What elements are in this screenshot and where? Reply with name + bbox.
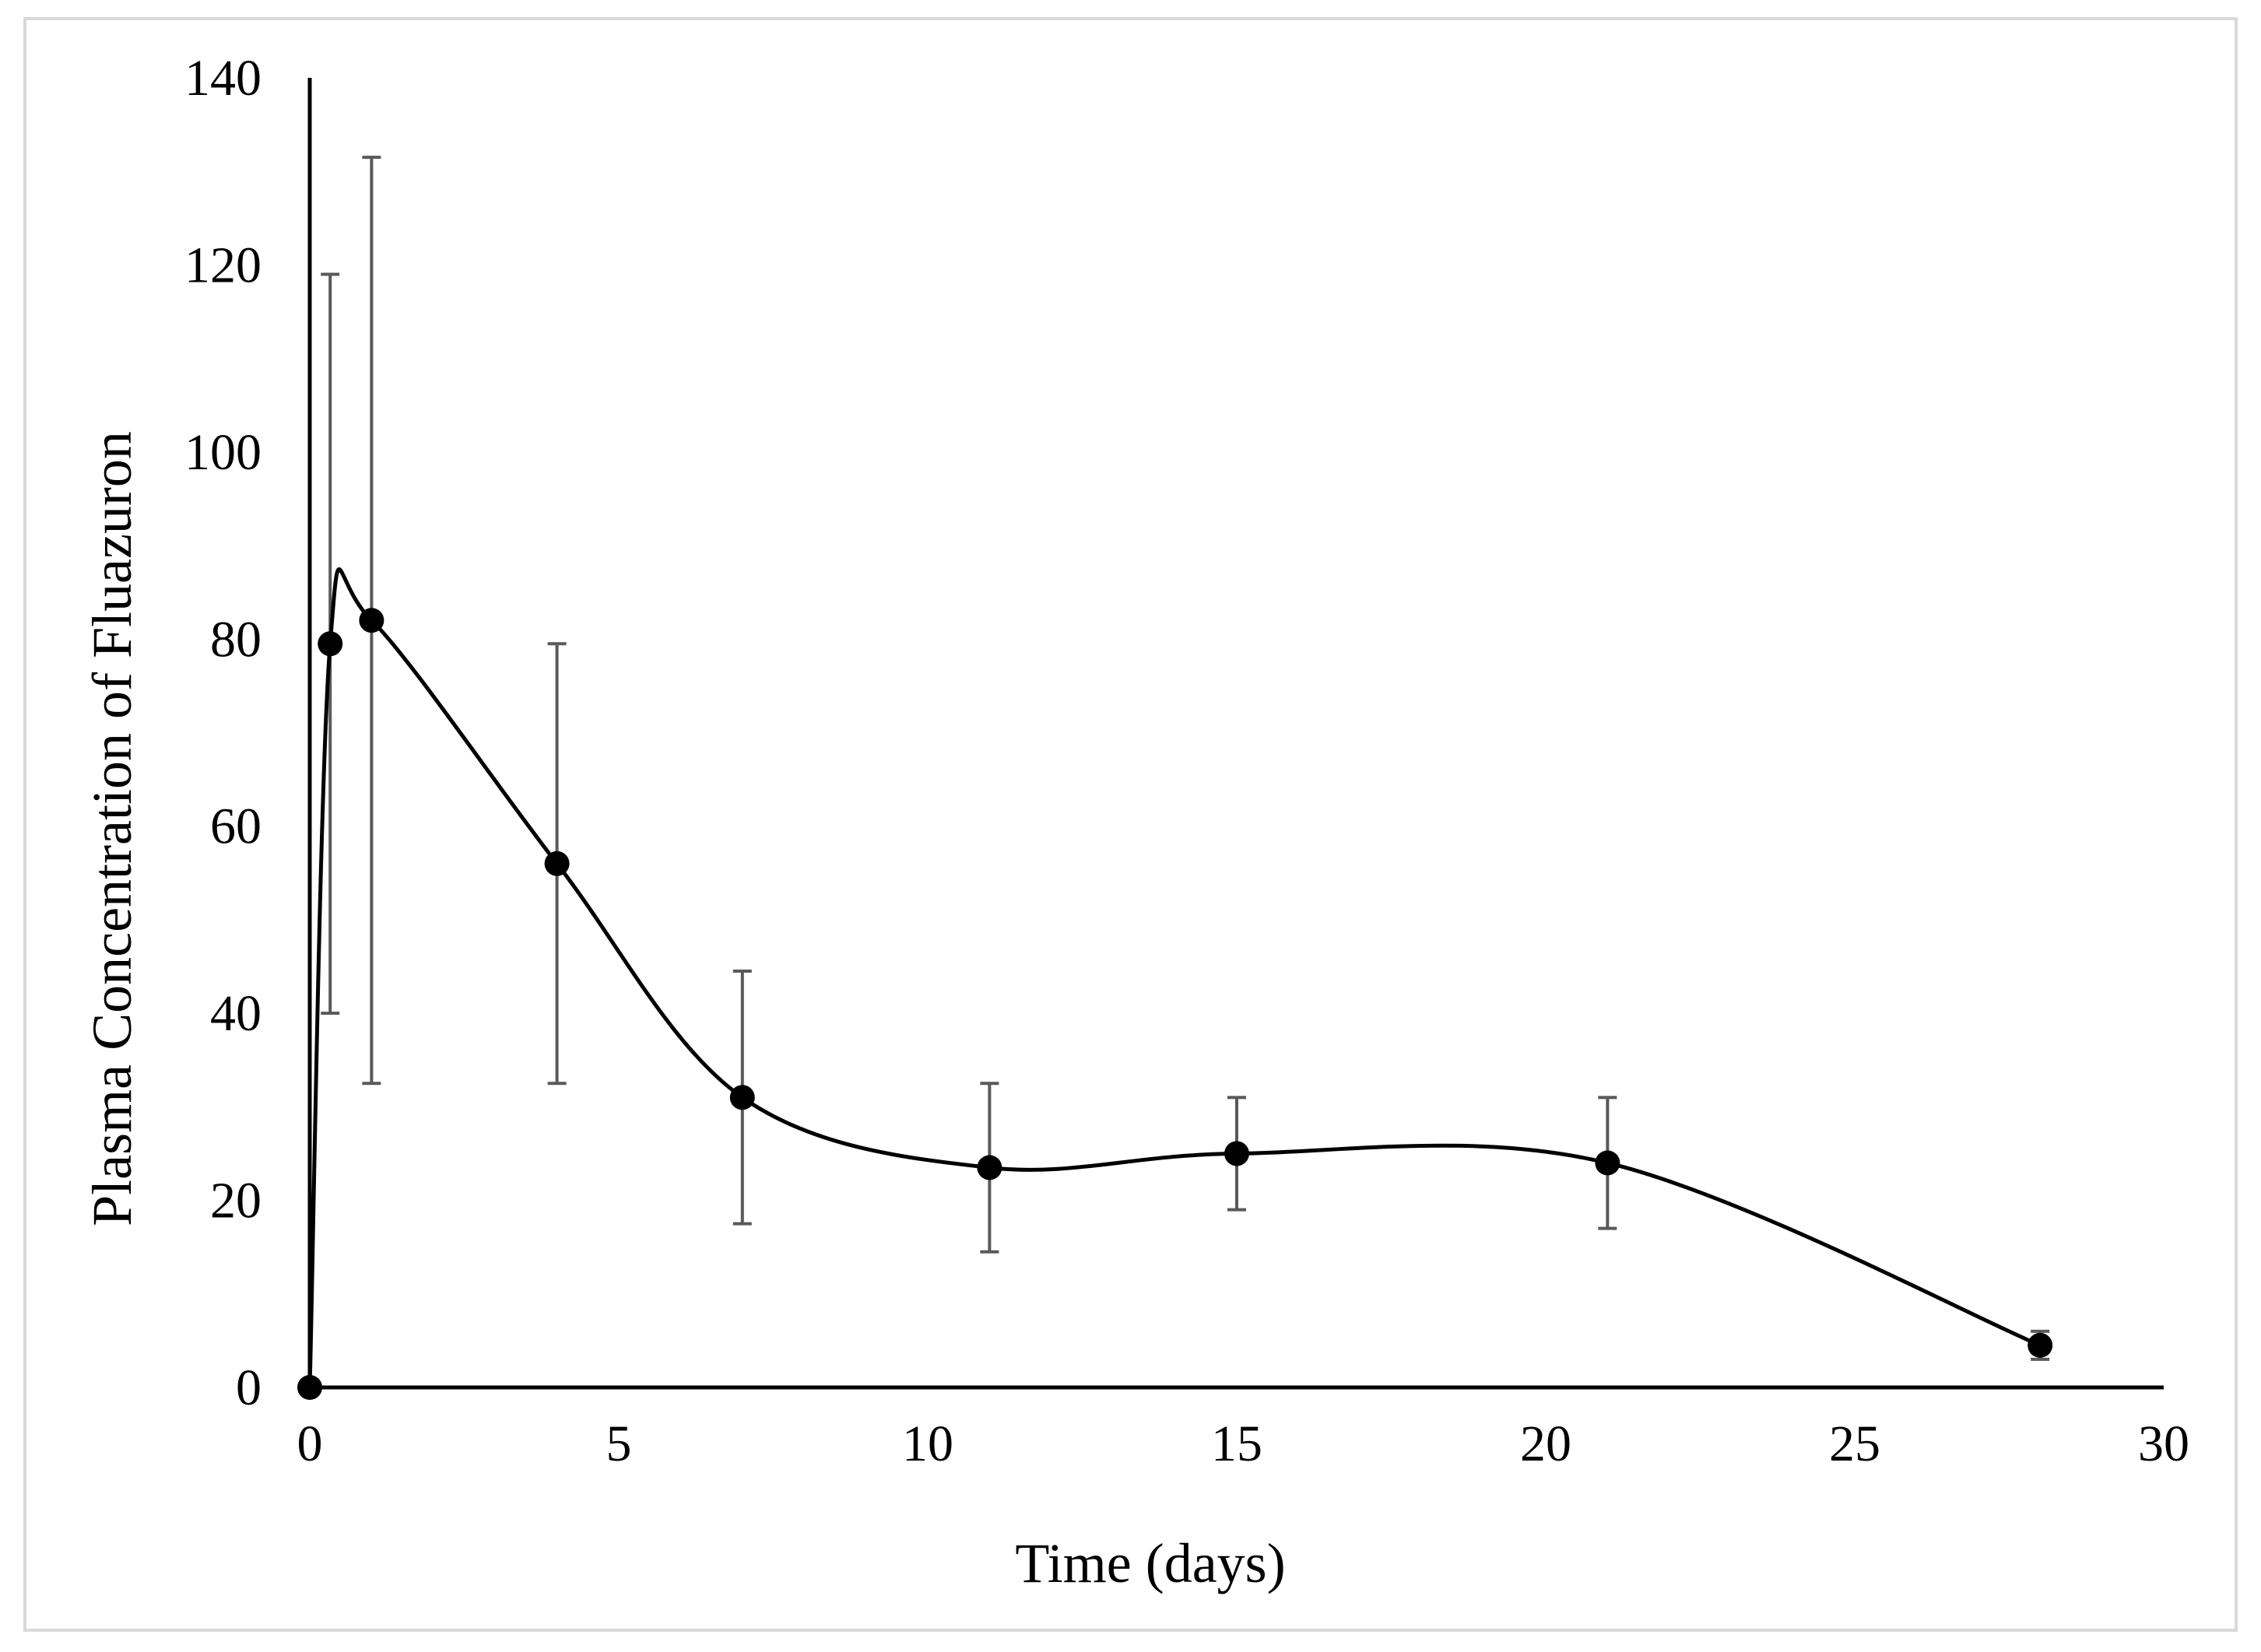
y-tick-label: 40 (210, 985, 262, 1042)
data-point (2028, 1332, 2053, 1358)
data-point (729, 1085, 755, 1110)
data-point (544, 851, 570, 876)
error-bars-layer (321, 156, 2050, 1361)
y-tick-label: 100 (184, 424, 262, 481)
data-point (1224, 1141, 1249, 1166)
y-tick-label: 20 (210, 1173, 262, 1229)
series-line (307, 567, 2042, 1388)
x-tick-label: 5 (606, 1415, 632, 1472)
x-axis-title: Time (days) (1015, 1532, 1285, 1594)
data-point (977, 1155, 1002, 1180)
y-tick-label: 140 (184, 50, 262, 107)
x-tick-label: 0 (297, 1415, 323, 1472)
x-tick-label: 10 (902, 1415, 953, 1472)
data-point (1595, 1150, 1620, 1176)
x-tick-label: 25 (1829, 1415, 1880, 1472)
y-tick-label: 60 (210, 798, 262, 855)
markers-layer (297, 608, 2053, 1400)
y-axis-title: Plasma Concentration of Fluazuron (81, 431, 143, 1226)
x-tick-label: 15 (1211, 1415, 1262, 1472)
y-tick-label: 120 (184, 237, 262, 293)
y-tick-label: 80 (210, 611, 262, 668)
y-tick-labels: 0 20 40 60 80 100 120 140 (184, 50, 262, 1416)
y-tick-label: 0 (236, 1359, 262, 1416)
data-point (318, 631, 343, 657)
data-point (359, 608, 384, 633)
chart-frame (23, 17, 2238, 1632)
axes-layer (307, 78, 2164, 1390)
x-tick-label: 30 (2138, 1415, 2189, 1472)
x-tick-label: 20 (1520, 1415, 1571, 1472)
x-tick-labels: 0 5 10 15 20 25 30 (297, 1415, 2190, 1472)
